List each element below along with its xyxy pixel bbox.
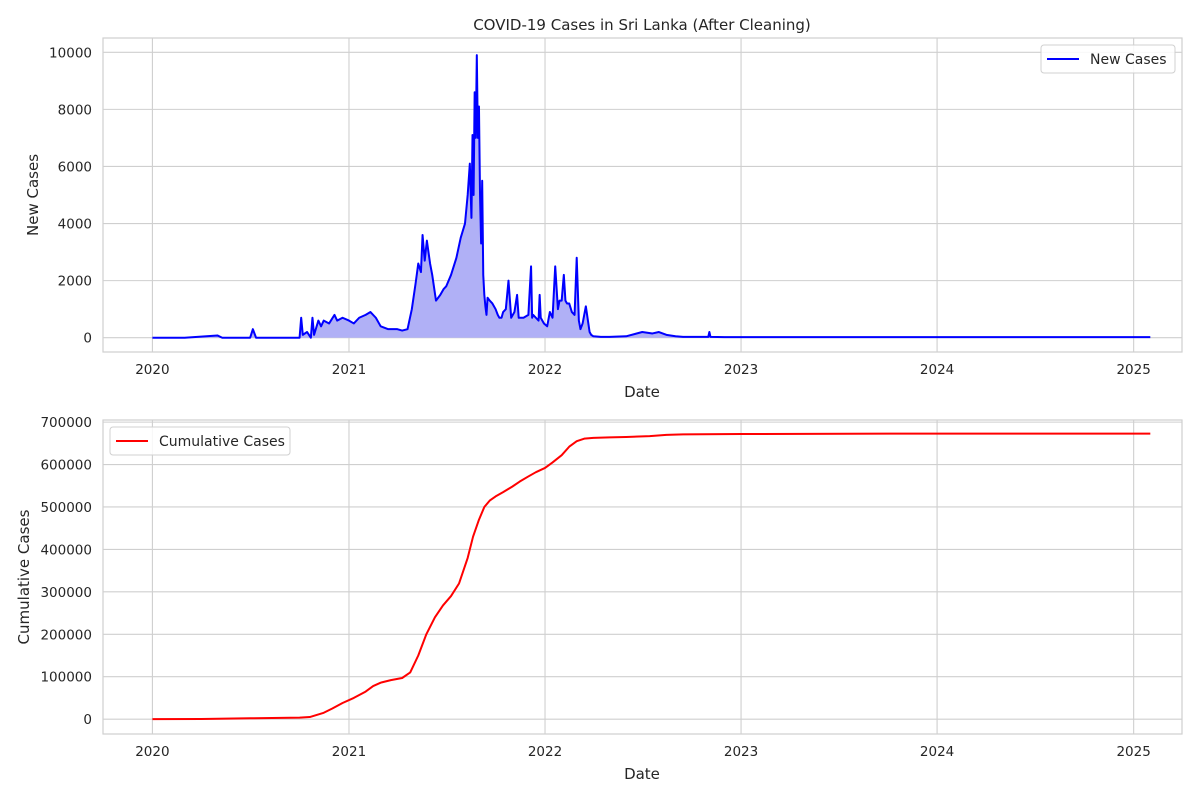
cumulative-cases-x-ticks: 2020 2021 2022 2023 2024 2025 bbox=[135, 744, 1151, 760]
new-cases-y-tick-label: 8000 bbox=[58, 102, 92, 118]
cumulative-cases-grid bbox=[103, 420, 1182, 734]
cumulative-cases-y-ticks: 0 100000 200000 300000 400000 500000 600000 700… bbox=[40, 415, 92, 728]
cumulative-cases-legend: Cumulative Cases bbox=[109, 426, 291, 456]
new-cases-y-tick-label: 2000 bbox=[58, 274, 92, 290]
new-cases-y-tick-label: 6000 bbox=[58, 159, 92, 175]
new-cases-legend: New Cases bbox=[1040, 44, 1176, 74]
new-cases-chart: COVID-19 Cases in Sri Lanka (After Clean… bbox=[24, 16, 1183, 401]
new-cases-y-tick-label: 10000 bbox=[49, 45, 92, 61]
cumulative-cases-plot-area bbox=[152, 432, 1151, 721]
new-cases-plot-area bbox=[152, 54, 1151, 339]
cumulative-cases-y-tick-label: 100000 bbox=[40, 670, 92, 686]
new-cases-y-tick-label: 0 bbox=[83, 331, 92, 347]
cumulative-cases-x-tick-label: 2025 bbox=[1116, 744, 1150, 760]
cumulative-cases-legend-label: Cumulative Cases bbox=[159, 434, 285, 450]
cumulative-cases-x-tick-label: 2024 bbox=[920, 744, 954, 760]
new-cases-x-tick-label: 2024 bbox=[920, 362, 954, 378]
cumulative-cases-x-tick-label: 2023 bbox=[724, 744, 758, 760]
cumulative-cases-y-tick-label: 300000 bbox=[40, 585, 92, 601]
cumulative-cases-x-axis-label: Date bbox=[624, 765, 660, 783]
new-cases-x-tick-label: 2023 bbox=[724, 362, 758, 378]
chart-title: COVID-19 Cases in Sri Lanka (After Clean… bbox=[473, 16, 811, 34]
new-cases-x-tick-label: 2022 bbox=[528, 362, 562, 378]
new-cases-x-ticks: 2020 2021 2022 2023 2024 2025 bbox=[135, 362, 1151, 378]
new-cases-series-line bbox=[152, 54, 1151, 339]
new-cases-plot-frame bbox=[102, 37, 1183, 353]
cumulative-cases-x-tick-label: 2020 bbox=[135, 744, 169, 760]
cumulative-cases-y-axis-label: Cumulative Cases bbox=[15, 509, 33, 644]
new-cases-x-tick-label: 2021 bbox=[332, 362, 366, 378]
cumulative-cases-x-tick-label: 2022 bbox=[528, 744, 562, 760]
cumulative-cases-y-tick-label: 400000 bbox=[40, 542, 92, 558]
new-cases-y-axis-label: New Cases bbox=[24, 154, 42, 236]
new-cases-x-axis-label: Date bbox=[624, 383, 660, 401]
new-cases-grid bbox=[103, 38, 1182, 352]
new-cases-legend-box bbox=[1040, 44, 1176, 74]
cumulative-cases-y-tick-label: 500000 bbox=[40, 500, 92, 516]
cumulative-cases-x-tick-label: 2021 bbox=[332, 744, 366, 760]
new-cases-y-tick-label: 4000 bbox=[58, 217, 92, 233]
cumulative-cases-plot-frame bbox=[102, 419, 1183, 735]
cumulative-cases-legend-box bbox=[109, 426, 291, 456]
cumulative-cases-y-tick-label: 600000 bbox=[40, 458, 92, 474]
new-cases-x-tick-label: 2025 bbox=[1116, 362, 1150, 378]
cumulative-cases-chart: 2020 2021 2022 2023 2024 2025 0 100000 200000 30… bbox=[15, 415, 1183, 783]
cumulative-cases-series-line bbox=[152, 432, 1151, 721]
new-cases-area-fill bbox=[152, 55, 1151, 338]
new-cases-legend-label: New Cases bbox=[1090, 52, 1167, 68]
cumulative-cases-y-tick-label: 200000 bbox=[40, 627, 92, 643]
new-cases-y-ticks: 0 2000 4000 6000 8000 10000 bbox=[49, 45, 92, 346]
cumulative-cases-y-tick-label: 700000 bbox=[40, 415, 92, 431]
new-cases-x-tick-label: 2020 bbox=[135, 362, 169, 378]
cumulative-cases-y-tick-label: 0 bbox=[83, 712, 92, 728]
